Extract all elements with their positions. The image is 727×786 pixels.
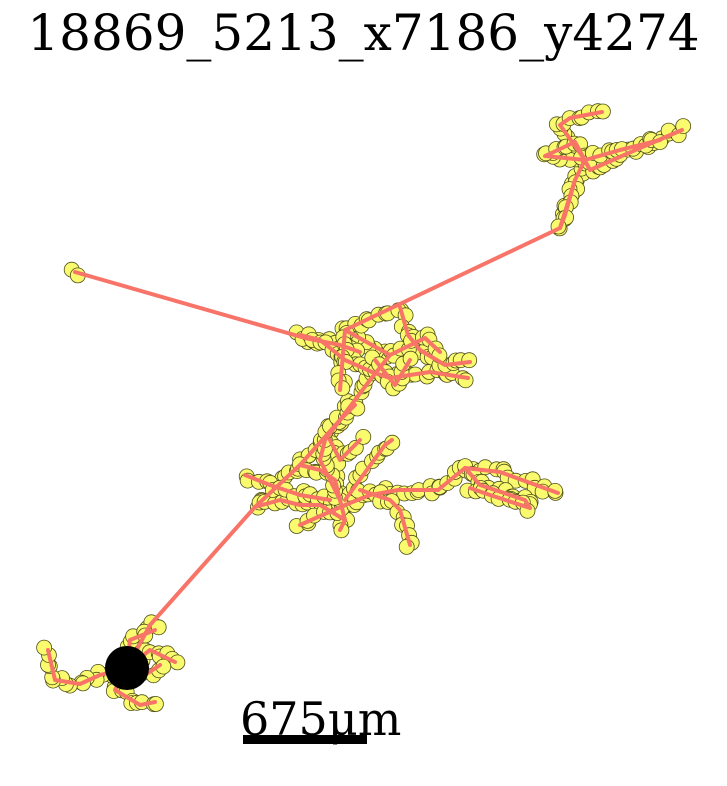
branch-segment [583, 138, 662, 162]
branch-segment [298, 333, 470, 380]
branch-segments [46, 110, 684, 707]
branch-segment [436, 466, 560, 495]
branch-segment [243, 473, 332, 502]
node-marker [398, 539, 415, 555]
soma-marker [105, 646, 149, 690]
node-markers [36, 103, 692, 713]
node-marker [347, 439, 364, 456]
branch-segment [398, 305, 472, 367]
branch-segment [343, 438, 394, 502]
branch-segment [253, 498, 347, 522]
branch-segment [468, 486, 532, 510]
branch-segment [298, 463, 347, 532]
branch-segment [358, 488, 412, 547]
branch-segment [463, 466, 532, 510]
scale-bar [243, 735, 367, 744]
branch-segment [328, 438, 362, 462]
branch-segment [373, 358, 412, 387]
branch-segment [388, 336, 442, 357]
branch-segment [318, 403, 357, 502]
branch-segment [338, 328, 347, 392]
branch-segment [558, 178, 577, 230]
figure-title: 18869_5213_x7186_y4274 [27, 4, 700, 62]
